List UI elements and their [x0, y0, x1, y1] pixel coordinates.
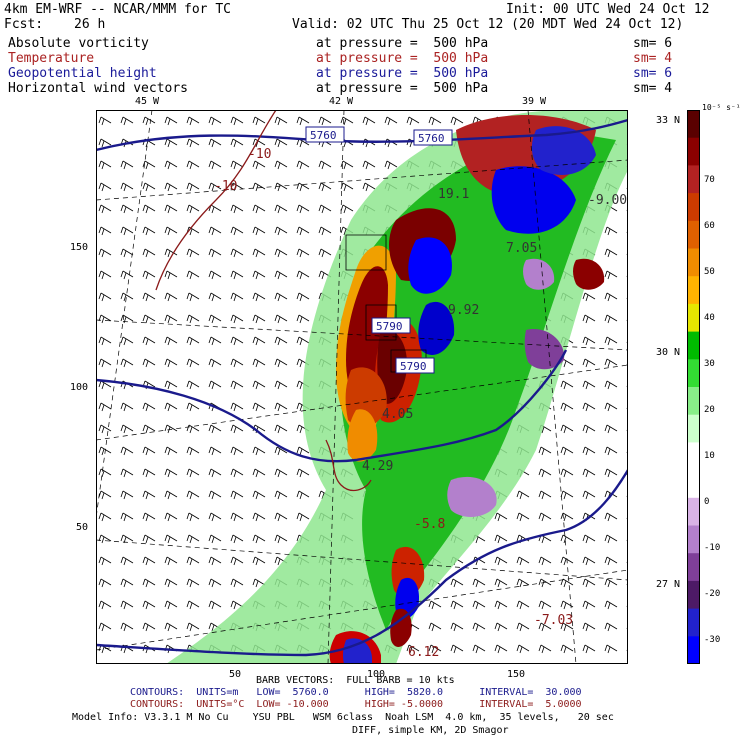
field-sm-temperature: sm= 4 — [633, 51, 673, 66]
colorbar-label-40: 40 — [704, 313, 715, 323]
grid-y-label-150: 150 — [70, 242, 89, 253]
vort-label-4: 9.92 — [448, 303, 479, 318]
diff-info: DIFF, simple KM, 2D Smagor — [352, 725, 509, 736]
lat-lon-grid — [96, 110, 628, 664]
field-sm-wind: sm= 4 — [633, 81, 673, 96]
vort-label-5: 4.05 — [382, 407, 413, 422]
field-name-wind: Horizontal wind vectors — [8, 81, 189, 96]
colorbar-swatch — [687, 470, 700, 499]
colorbar-swatch — [687, 303, 700, 333]
vort-label-6: 4.29 — [362, 459, 393, 474]
colorbar-swatch — [687, 497, 700, 526]
colorbar-border — [687, 110, 700, 664]
fcst-label: Fcst: — [4, 17, 44, 32]
height-contours-info: CONTOURS: UNITS=m LOW= 5760.0 HIGH= 5820… — [130, 687, 582, 698]
colorbar-swatch — [687, 220, 700, 249]
lon-label-42w: 42 W — [329, 96, 354, 107]
colorbar-units: 10⁻⁵ s⁻¹ — [702, 103, 740, 112]
colorbar-swatch — [687, 165, 700, 194]
temp-label-2: -10 — [214, 179, 237, 194]
vorticity-shading — [166, 110, 628, 664]
field-sm-vorticity: sm= 6 — [633, 36, 673, 51]
colorbar-label-10: 10 — [704, 451, 715, 461]
colorbar-swatch — [687, 331, 700, 360]
colorbar-swatch — [687, 636, 700, 664]
field-name-temperature: Temperature — [8, 51, 95, 66]
colorbar-label-neg10: -10 — [704, 543, 721, 553]
fcst-value: 26 h — [74, 17, 106, 32]
grid-x-label-50: 50 — [229, 669, 242, 680]
height-label-box-2: 5760 — [413, 129, 453, 146]
valid-time: Valid: 02 UTC Thu 25 Oct 12 (20 MDT Wed … — [292, 17, 684, 32]
field-level-vorticity: at pressure = 500 hPa — [316, 36, 489, 51]
lat-label-33n: 33 N — [656, 115, 681, 126]
height-label-1: 5760 — [310, 129, 337, 142]
grid-x-label-100: 100 — [367, 669, 386, 680]
vort-label-7: -5.8 — [414, 517, 445, 532]
model-info: Model Info: V3.3.1 M No Cu YSU PBL WSM 6… — [72, 712, 614, 723]
height-label-2: 5760 — [418, 132, 445, 145]
field-level-temperature: at pressure = 500 hPa — [316, 51, 489, 66]
colorbar — [687, 110, 700, 664]
weather-map: 5760 5760 5790 5790 -10 -10 -9.00 19.1 7… — [96, 110, 628, 664]
height-label-3: 5790 — [376, 320, 403, 333]
geopotential-contours — [96, 118, 628, 657]
colorbar-label-30: 30 — [704, 359, 715, 369]
barb-vectors-info: BARB VECTORS: FULL BARB = 10 kts — [256, 675, 455, 686]
grid-x-label-150: 150 — [507, 669, 526, 680]
field-name-vorticity: Absolute vorticity — [8, 36, 149, 51]
field-sm-geopotential: sm= 6 — [633, 66, 673, 81]
colorbar-swatch — [687, 276, 700, 305]
colorbar-swatch — [687, 608, 700, 637]
colorbar-swatch — [687, 137, 700, 166]
colorbar-swatch — [687, 387, 700, 416]
lon-label-45w: 45 W — [135, 96, 160, 107]
colorbar-label-neg30: -30 — [704, 635, 721, 645]
colorbar-swatch — [687, 110, 700, 139]
field-level-wind: at pressure = 500 hPa — [316, 81, 489, 96]
temperature-contours-info: CONTOURS: UNITS=°C LOW= -10.000 HIGH= -5… — [130, 699, 582, 710]
colorbar-label-20: 20 — [704, 405, 715, 415]
vort-label-9: 6.12 — [408, 645, 439, 660]
colorbar-label-neg20: -20 — [704, 589, 721, 599]
lat-label-30n: 30 N — [656, 347, 681, 358]
colorbar-swatch — [687, 414, 700, 443]
colorbar-swatch — [687, 553, 700, 582]
vort-label-2: 19.1 — [438, 187, 469, 202]
colorbar-swatch — [687, 248, 700, 277]
colorbar-label-50: 50 — [704, 267, 715, 277]
vort-label-1: -9.00 — [588, 193, 627, 208]
colorbar-swatch — [687, 525, 700, 554]
height-label-box-4: 5790 — [395, 357, 435, 374]
colorbar-swatch — [687, 442, 700, 471]
colorbar-swatch — [687, 359, 700, 388]
height-label-box-1: 5760 — [305, 126, 345, 143]
colorbar-label-0: 0 — [704, 497, 710, 507]
init-time: Init: 00 UTC Wed 24 Oct 12 — [506, 2, 710, 17]
grid-y-label-100: 100 — [70, 382, 89, 393]
height-label-box-3: 5790 — [371, 317, 411, 334]
colorbar-swatch — [687, 193, 700, 222]
model-title: 4km EM-WRF -- NCAR/MMM for TC — [4, 2, 231, 17]
field-name-geopotential: Geopotential height — [8, 66, 157, 81]
temp-label-1: -10 — [248, 147, 271, 162]
lon-label-39w: 39 W — [522, 96, 547, 107]
field-level-geopotential: at pressure = 500 hPa — [316, 66, 489, 81]
height-label-4: 5790 — [400, 360, 427, 373]
grid-y-label-50: 50 — [76, 522, 89, 533]
colorbar-label-60: 60 — [704, 221, 715, 231]
vort-label-8: -7.03 — [534, 613, 573, 628]
colorbar-label-70: 70 — [704, 175, 715, 185]
vort-label-3: 7.05 — [506, 241, 537, 256]
lat-label-27n: 27 N — [656, 579, 681, 590]
colorbar-swatch — [687, 580, 700, 610]
temperature-contours — [155, 110, 372, 492]
